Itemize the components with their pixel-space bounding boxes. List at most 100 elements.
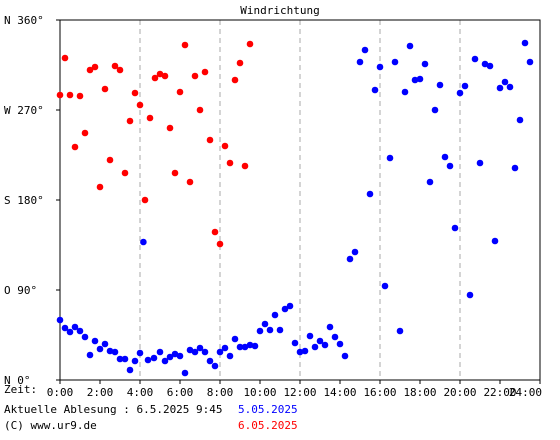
data-point-series-2 bbox=[131, 89, 139, 97]
data-point-series-1 bbox=[476, 159, 484, 167]
data-point-series-1 bbox=[466, 291, 474, 299]
data-point-series-1 bbox=[526, 58, 534, 66]
x-tick-label: 16:00 bbox=[363, 386, 396, 399]
data-point-series-2 bbox=[121, 169, 129, 177]
data-point-series-1 bbox=[511, 164, 519, 172]
x-tick-label: 2:00 bbox=[87, 386, 114, 399]
grid-lines bbox=[139, 20, 461, 380]
data-point-series-2 bbox=[151, 74, 159, 82]
data-point-series-1 bbox=[111, 348, 119, 356]
data-point-series-1 bbox=[166, 353, 174, 361]
data-point-series-1 bbox=[311, 343, 319, 351]
data-point-series-1 bbox=[221, 344, 229, 352]
data-point-series-2 bbox=[91, 63, 99, 71]
data-point-series-1 bbox=[341, 352, 349, 360]
data-point-series-2 bbox=[126, 117, 134, 125]
data-point-series-1 bbox=[481, 60, 489, 68]
legend-series-1: 5.05.2025 bbox=[238, 403, 298, 416]
data-point-series-2 bbox=[71, 143, 79, 151]
data-point-series-2 bbox=[186, 178, 194, 186]
data-point-series-2 bbox=[226, 159, 234, 167]
data-point-series-2 bbox=[141, 196, 149, 204]
data-point-series-1 bbox=[316, 337, 324, 345]
x-tick-label: 24:00 bbox=[509, 386, 542, 399]
data-point-series-1 bbox=[441, 153, 449, 161]
data-point-series-1 bbox=[351, 248, 359, 256]
data-point-series-2 bbox=[81, 129, 89, 137]
data-point-series-1 bbox=[376, 63, 384, 71]
data-point-series-1 bbox=[216, 348, 224, 356]
data-point-series-1 bbox=[261, 320, 269, 328]
data-point-series-1 bbox=[461, 82, 469, 90]
data-point-series-1 bbox=[196, 344, 204, 352]
data-point-series-2 bbox=[146, 114, 154, 122]
data-point-series-2 bbox=[176, 88, 184, 96]
data-point-series-2 bbox=[181, 41, 189, 49]
data-point-series-2 bbox=[76, 92, 84, 100]
y-tick-label: N 360° bbox=[4, 14, 44, 27]
data-point-series-1 bbox=[86, 351, 94, 359]
data-point-series-1 bbox=[331, 333, 339, 341]
data-point-series-2 bbox=[166, 124, 174, 132]
data-point-series-1 bbox=[506, 83, 514, 91]
data-point-series-1 bbox=[156, 348, 164, 356]
y-tick-label: S 180° bbox=[4, 194, 44, 207]
data-point-series-2 bbox=[136, 101, 144, 109]
data-point-series-1 bbox=[296, 348, 304, 356]
data-point-series-2 bbox=[201, 68, 209, 76]
data-point-series-1 bbox=[171, 350, 179, 358]
data-point-series-2 bbox=[116, 66, 124, 74]
data-point-series-1 bbox=[291, 339, 299, 347]
data-point-series-2 bbox=[61, 54, 69, 62]
data-point-series-1 bbox=[496, 84, 504, 92]
data-point-series-2 bbox=[161, 72, 169, 80]
data-point-series-1 bbox=[140, 238, 147, 246]
data-point-series-1 bbox=[206, 357, 214, 365]
x-tick-label: 12:00 bbox=[283, 386, 316, 399]
data-point-series-2 bbox=[206, 136, 214, 144]
x-tick-label: 20:00 bbox=[443, 386, 476, 399]
data-point-series-2 bbox=[96, 183, 104, 191]
data-point-series-1 bbox=[276, 326, 284, 334]
data-point-series-1 bbox=[226, 352, 234, 360]
y-tick-label: W 270° bbox=[4, 104, 44, 117]
data-point-series-2 bbox=[171, 169, 179, 177]
data-point-series-1 bbox=[306, 332, 314, 340]
data-point-series-1 bbox=[446, 162, 454, 170]
data-point-series-2 bbox=[111, 62, 119, 70]
data-point-series-1 bbox=[76, 327, 84, 335]
data-point-series-1 bbox=[336, 340, 344, 348]
x-tick-label: 4:00 bbox=[127, 386, 154, 399]
data-point-series-1 bbox=[176, 352, 184, 360]
data-point-series-1 bbox=[56, 316, 64, 324]
data-point-series-1 bbox=[266, 326, 274, 334]
x-tick-label: 14:00 bbox=[323, 386, 356, 399]
data-point-series-1 bbox=[366, 190, 374, 198]
x-tick-label: 10:00 bbox=[243, 386, 276, 399]
data-point-series-1 bbox=[96, 345, 104, 353]
data-point-series-1 bbox=[236, 343, 244, 351]
data-point-series-1 bbox=[501, 78, 509, 86]
data-point-series-1 bbox=[150, 354, 158, 362]
y-axis: N 0° O 90° S 180° W 270° N 360° bbox=[4, 14, 60, 387]
data-point-series-1 bbox=[256, 327, 264, 335]
legend-series-2: 6.05.2025 bbox=[238, 419, 298, 432]
data-point-series-1 bbox=[71, 323, 79, 331]
data-point-series-1 bbox=[491, 237, 499, 245]
data-point-series-1 bbox=[81, 333, 89, 341]
data-point-series-1 bbox=[116, 355, 124, 363]
data-point-series-1 bbox=[281, 305, 289, 313]
data-point-series-2 bbox=[86, 66, 94, 74]
data-point-series-2 bbox=[66, 91, 74, 99]
x-tick-label: 8:00 bbox=[207, 386, 234, 399]
x-tick-label: 6:00 bbox=[167, 386, 194, 399]
data-point-series-1 bbox=[451, 224, 459, 232]
data-point-series-1 bbox=[144, 356, 152, 364]
data-point-series-1 bbox=[321, 341, 329, 349]
data-point-series-1 bbox=[241, 343, 249, 351]
data-point-series-1 bbox=[401, 88, 409, 96]
data-point-series-1 bbox=[391, 58, 399, 66]
data-point-series-1 bbox=[396, 327, 404, 335]
data-point-series-1 bbox=[211, 362, 219, 370]
x-tick-label: 22:00 bbox=[483, 386, 516, 399]
